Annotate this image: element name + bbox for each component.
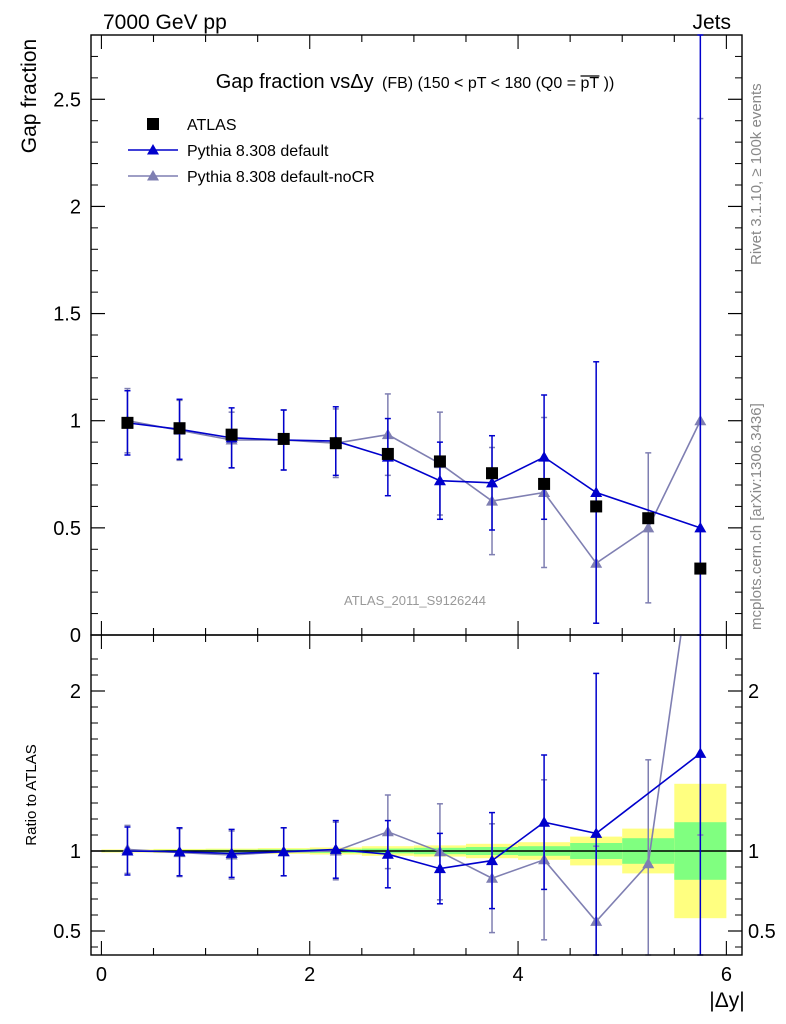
square-marker — [433, 455, 446, 468]
upper-ytick-label: 1.5 — [53, 304, 81, 326]
square-marker — [590, 500, 603, 513]
ratio-triangle-marker — [538, 816, 551, 827]
title-sub: (FB) (150 < pT < 180 (Q0 = — [382, 75, 576, 92]
ratio-triangle-marker — [225, 847, 238, 858]
legend-marker-triangle — [147, 144, 159, 155]
upper-ytick-label: 0.5 — [53, 518, 81, 540]
upper-ytick-label: 2.5 — [53, 89, 81, 111]
triangle-marker — [590, 486, 603, 497]
title-end: )) — [604, 75, 615, 92]
ratio-triangle-marker — [381, 848, 394, 859]
xtick-label: 2 — [304, 964, 315, 986]
series-line — [127, 422, 701, 529]
upper-panel: 0.5 1 1.5 2 2.5 0 ATLAS_2011_S9126244 Gap fra… — [18, 34, 743, 647]
ratio-triangle-marker — [329, 843, 342, 854]
square-marker — [225, 428, 238, 441]
chart-title: Gap fraction vsΔy (FB) (150 < pT < 180 (… — [216, 71, 615, 93]
lower-frame — [90, 634, 743, 956]
xlabel: |Δy| — [709, 989, 744, 1012]
upper-ytick-label: 2 — [70, 196, 81, 218]
lower-ylabel: Ratio to ATLAS — [23, 744, 40, 845]
legend: ATLAS Pythia 8.308 default Pythia 8.308 de… — [128, 117, 375, 186]
square-marker — [277, 432, 290, 445]
ratio-series-line — [127, 635, 682, 923]
lower-ytick-label-left: 1 — [70, 841, 81, 863]
title-overline: pT — [581, 75, 600, 92]
legend-marker-atlas — [147, 118, 159, 130]
upper-ylabel: Gap fraction — [18, 39, 41, 153]
triangle-marker — [642, 521, 655, 533]
ratio-triangle-marker — [277, 845, 290, 857]
triangle-marker — [694, 521, 707, 533]
triangle-marker — [433, 474, 446, 486]
square-marker — [486, 467, 499, 480]
square-marker — [329, 437, 342, 450]
ratio-series-nocr — [121, 634, 704, 956]
upper-ylabel-text: Gap fraction — [18, 39, 41, 153]
series-atlas — [121, 416, 707, 575]
square-marker — [642, 512, 655, 525]
header-right-label: Jets — [692, 11, 731, 34]
ratio-triangle-marker — [433, 862, 446, 874]
series-default — [121, 34, 707, 636]
square-marker — [381, 447, 394, 460]
series-nocr — [121, 117, 707, 636]
legend-label: Pythia 8.308 default — [187, 143, 329, 160]
ratio-series-default — [121, 634, 707, 956]
watermark: ATLAS_2011_S9126244 — [344, 593, 486, 608]
legend-label: Pythia 8.308 default-noCR — [187, 169, 375, 186]
ratio-triangle-marker — [590, 827, 603, 838]
mcplots-label: mcplots.cern.ch [arXiv:1306.3436] — [748, 403, 765, 630]
title-main: Gap fraction vsΔy — [216, 71, 374, 93]
xtick-label: 4 — [512, 964, 523, 986]
header-left-label: 7000 GeV pp — [103, 11, 227, 34]
lower-ytick-label-right: 1 — [748, 841, 759, 863]
upper-ytick-label: 1 — [70, 411, 81, 433]
triangle-marker — [486, 476, 499, 488]
lower-ytick-label-right: 2 — [748, 681, 759, 703]
legend-marker-triangle — [147, 170, 159, 181]
xtick-label: 0 — [96, 964, 107, 986]
square-marker — [538, 477, 551, 490]
series-line — [127, 419, 702, 565]
square-marker — [694, 562, 707, 575]
xtick-label: 6 — [721, 964, 732, 986]
lower-ytick-label-left: 2 — [70, 681, 81, 703]
upper-ytick-label: 0 — [70, 625, 81, 647]
square-marker — [121, 416, 134, 429]
ratio-triangle-marker — [173, 845, 186, 857]
lower-panel: 0.5 0.5 1 1 2 2 0 2 4 6 Ratio to ATLAS |Δy| — [23, 634, 776, 1012]
square-marker — [173, 422, 186, 435]
triangle-marker — [538, 451, 551, 462]
ratio-triangle-marker — [694, 747, 707, 758]
ratio-triangle-marker — [121, 845, 134, 856]
rivet-label: Rivet 3.1.10, ≥ 100k events — [748, 83, 765, 265]
ratio-triangle-marker — [642, 857, 655, 869]
legend-label: ATLAS — [187, 117, 237, 134]
ratio-triangle-marker — [486, 854, 499, 866]
lower-ytick-label-right: 0.5 — [748, 921, 776, 943]
lower-ytick-label-left: 0.5 — [53, 921, 81, 943]
